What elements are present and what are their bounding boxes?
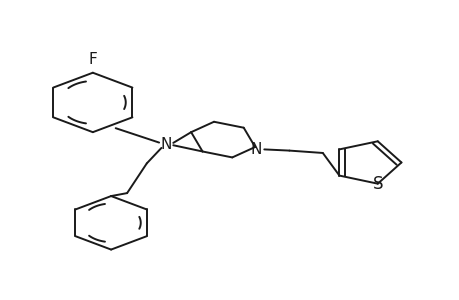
Text: F: F [88,52,97,67]
Text: N: N [250,142,261,157]
Text: N: N [160,136,171,152]
Text: S: S [372,175,382,193]
